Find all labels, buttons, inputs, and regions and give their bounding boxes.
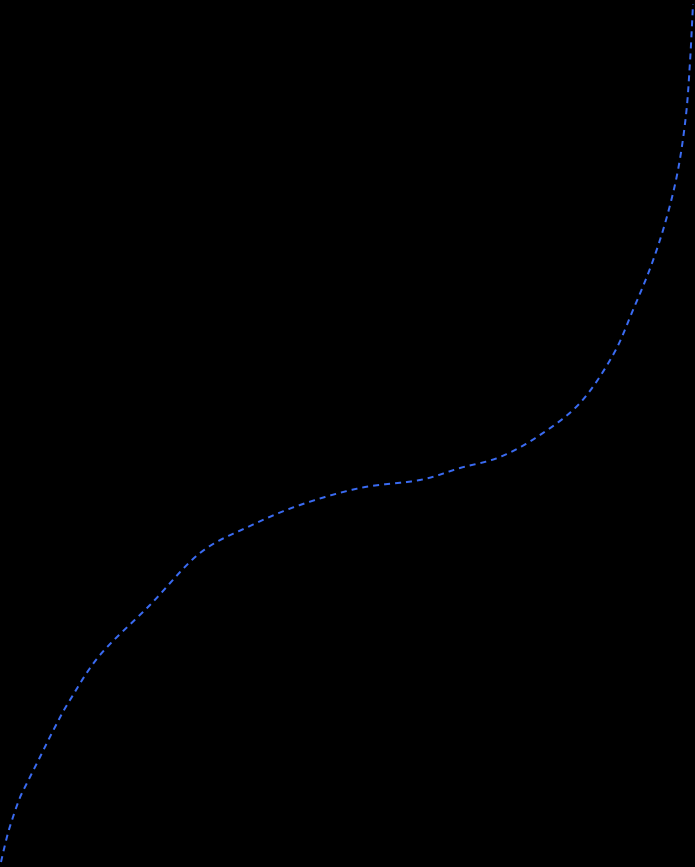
dashed-curve-path (0, 3, 694, 863)
